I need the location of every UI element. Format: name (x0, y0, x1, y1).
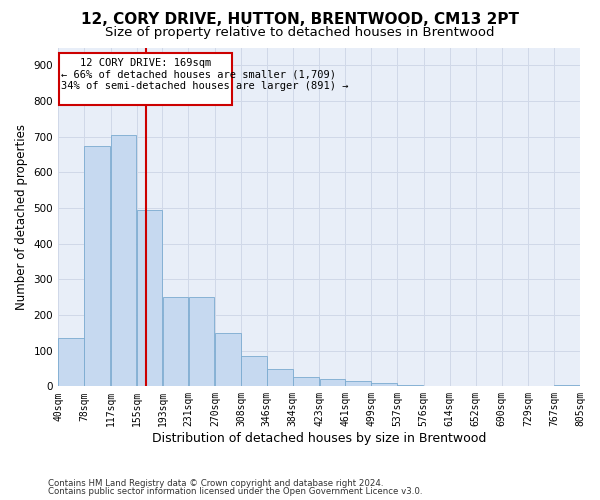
Text: ← 66% of detached houses are smaller (1,709): ← 66% of detached houses are smaller (1,… (61, 70, 336, 80)
Text: 34% of semi-detached houses are larger (891) →: 34% of semi-detached houses are larger (… (61, 82, 348, 92)
Bar (371, 384, 397, 386)
Text: Contains HM Land Registry data © Crown copyright and database right 2024.: Contains HM Land Registry data © Crown c… (48, 478, 383, 488)
Bar (84, 146, 110, 386)
Bar (137, 210, 162, 386)
Text: Size of property relative to detached houses in Brentwood: Size of property relative to detached ho… (105, 26, 495, 39)
Bar (293, 376, 319, 386)
Bar (267, 368, 293, 386)
Text: Contains public sector information licensed under the Open Government Licence v3: Contains public sector information licen… (48, 487, 422, 496)
Bar (346, 382, 371, 386)
X-axis label: Distribution of detached houses by size in Brentwood: Distribution of detached houses by size … (152, 432, 486, 445)
FancyBboxPatch shape (59, 53, 232, 104)
Y-axis label: Number of detached properties: Number of detached properties (15, 124, 28, 310)
Text: 12 CORY DRIVE: 169sqm: 12 CORY DRIVE: 169sqm (80, 58, 211, 68)
Bar (58, 338, 84, 386)
Bar (241, 356, 266, 386)
Bar (320, 379, 345, 386)
Bar (163, 297, 188, 386)
Text: 12, CORY DRIVE, HUTTON, BRENTWOOD, CM13 2PT: 12, CORY DRIVE, HUTTON, BRENTWOOD, CM13 … (81, 12, 519, 28)
Bar (188, 297, 214, 386)
Bar (215, 333, 241, 386)
Bar (111, 135, 136, 386)
